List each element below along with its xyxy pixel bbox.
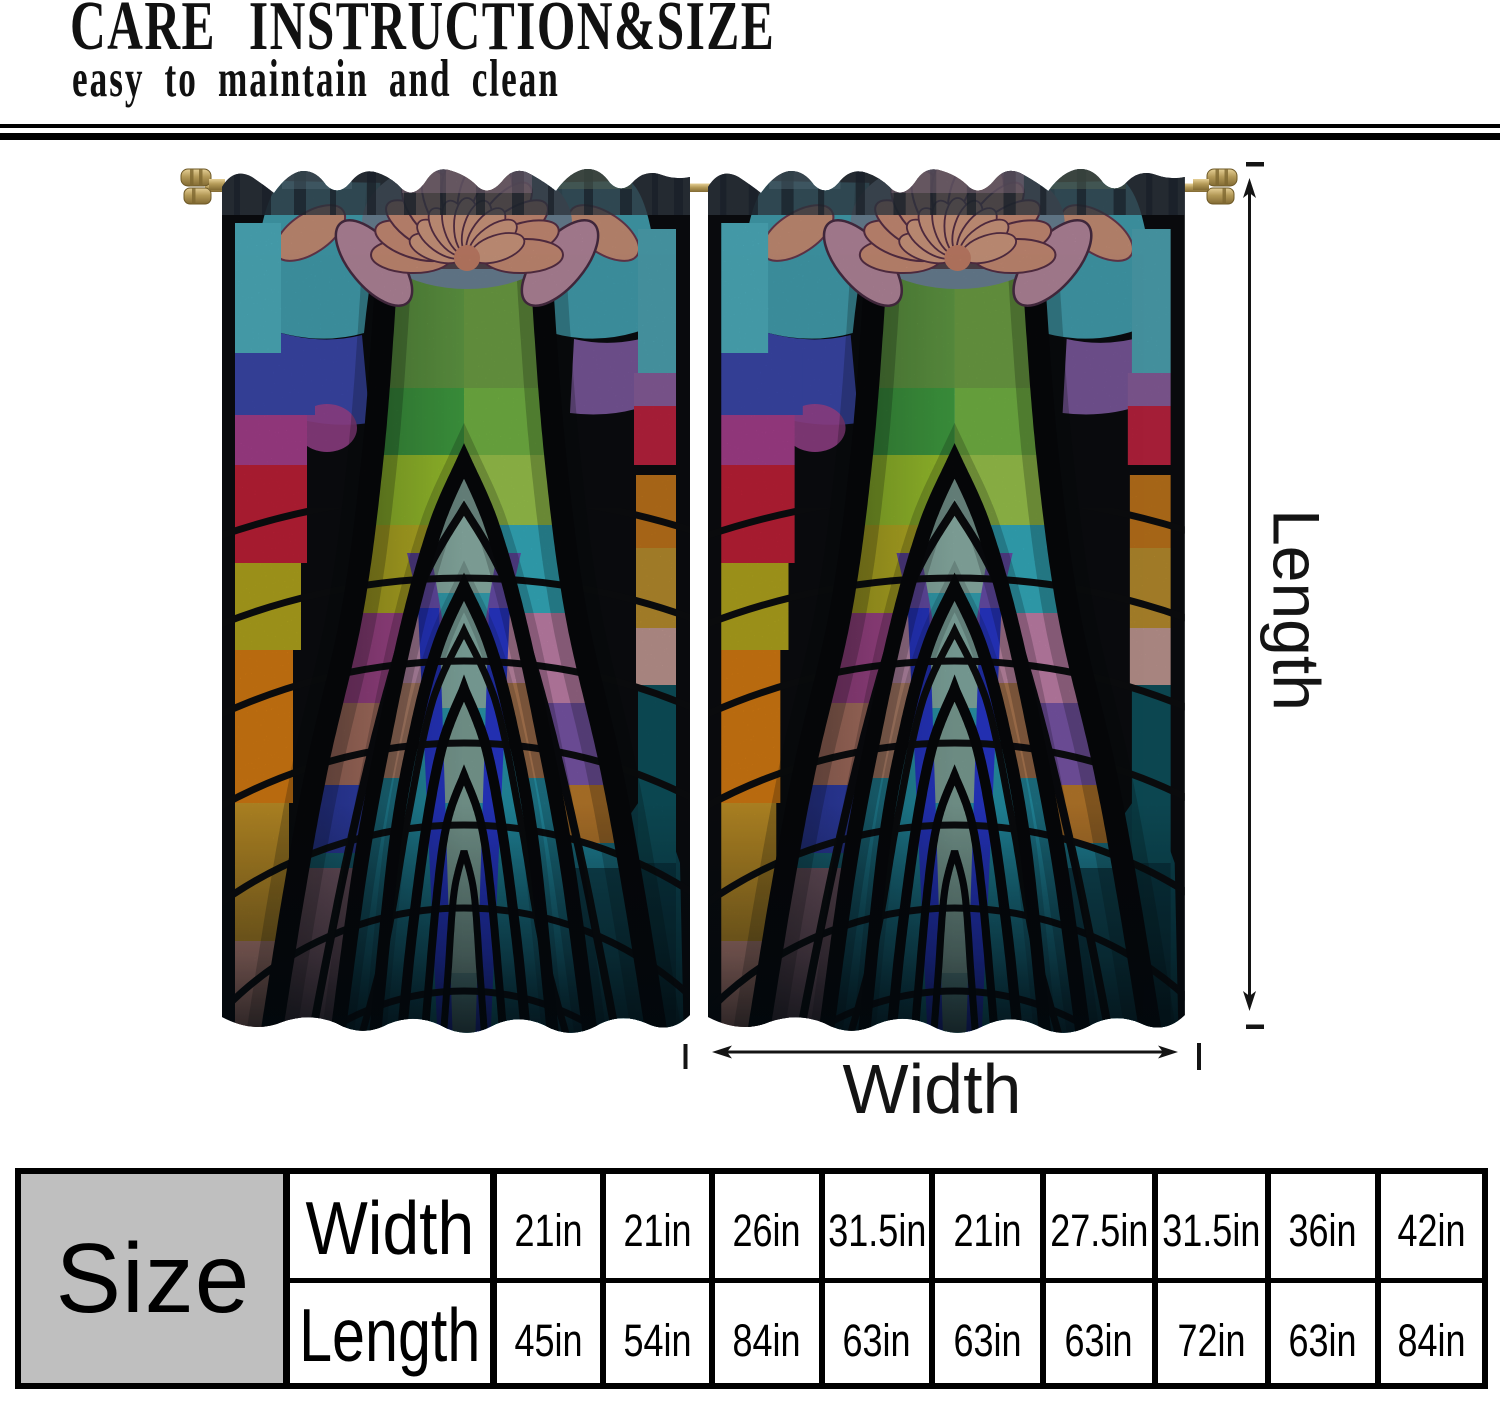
svg-text:Length: Length [1260, 509, 1334, 711]
svg-text:Width: Width [843, 1050, 1022, 1128]
